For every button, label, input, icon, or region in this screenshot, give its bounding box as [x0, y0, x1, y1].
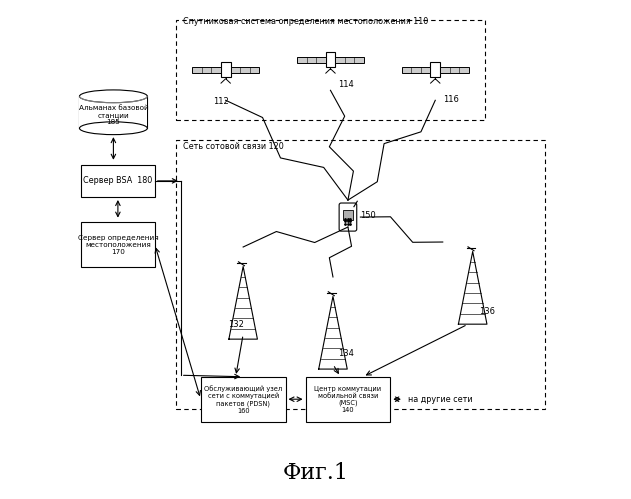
- Bar: [230, 67, 259, 73]
- Text: 132: 132: [228, 320, 244, 329]
- Text: Сервер BSA  180: Сервер BSA 180: [83, 176, 153, 186]
- Bar: [343, 210, 353, 221]
- Text: на другие сети: на другие сети: [408, 395, 473, 404]
- Bar: [221, 62, 230, 77]
- Bar: [176, 20, 485, 120]
- Bar: [176, 140, 545, 409]
- Bar: [326, 52, 336, 67]
- Text: Альманах базовой
станции
185: Альманах базовой станции 185: [78, 105, 148, 125]
- Text: 150: 150: [360, 211, 376, 220]
- Text: Сеть сотовой связи 120: Сеть сотовой связи 120: [183, 142, 284, 151]
- Bar: [201, 377, 286, 422]
- Text: Сервер определения
местоположения
170: Сервер определения местоположения 170: [78, 235, 158, 254]
- Bar: [440, 67, 469, 73]
- Text: 116: 116: [443, 95, 459, 104]
- Bar: [402, 67, 430, 73]
- Bar: [192, 67, 221, 73]
- Text: 114: 114: [338, 80, 354, 89]
- Text: Спутниковая система определения местоположения 110: Спутниковая система определения местопол…: [183, 17, 428, 26]
- Bar: [336, 57, 364, 63]
- Bar: [81, 165, 155, 197]
- Ellipse shape: [80, 122, 147, 135]
- Text: Центр коммутации
мобильной связи
(MSC)
140: Центр коммутации мобильной связи (MSC) 1…: [314, 385, 382, 413]
- Text: 136: 136: [479, 307, 495, 316]
- Text: 112: 112: [213, 97, 229, 106]
- Bar: [297, 57, 326, 63]
- Text: 134: 134: [338, 349, 354, 358]
- Bar: [81, 222, 155, 267]
- Bar: [80, 96, 147, 128]
- Bar: [305, 377, 391, 422]
- FancyBboxPatch shape: [339, 203, 357, 231]
- Text: Фиг.1: Фиг.1: [283, 462, 348, 484]
- Ellipse shape: [80, 90, 147, 103]
- Bar: [430, 62, 440, 77]
- Text: Обслуживающий узел
сети с коммутацией
пакетов (PDSN)
160: Обслуживающий узел сети с коммутацией па…: [204, 385, 282, 414]
